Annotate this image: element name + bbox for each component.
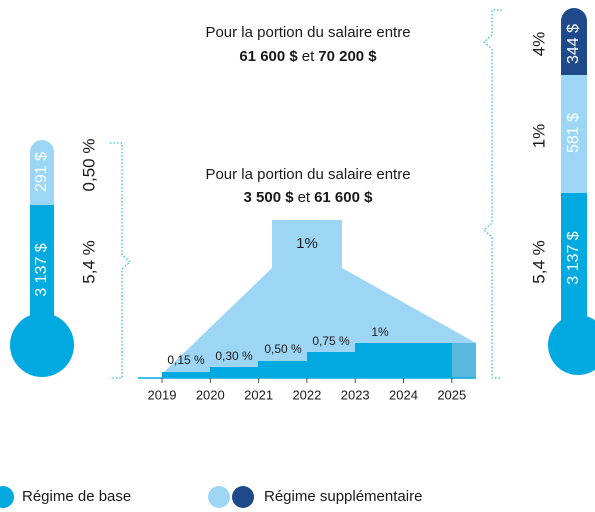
step: [355, 343, 452, 378]
amount: 61 600 $: [314, 189, 373, 206]
step: [258, 361, 307, 378]
legend-label: Régime de base: [22, 488, 131, 505]
bracket: [483, 9, 502, 379]
year-label: 2025: [437, 387, 466, 402]
step-label: 0,30 %: [215, 349, 253, 363]
amount: 3 500 $: [244, 189, 295, 206]
rate-label: 1%: [529, 124, 548, 149]
range: 3 500 $ et 61 600 $: [244, 189, 374, 206]
amount-label: 3 137 $: [565, 231, 582, 284]
year-label: 2019: [148, 387, 177, 402]
step-label: 0,75 %: [312, 334, 350, 348]
steps: [162, 343, 476, 378]
step: [162, 372, 210, 378]
year-label: 2020: [196, 387, 225, 402]
year-label: 2023: [341, 387, 370, 402]
heading: Pour la portion du salaire entre: [205, 24, 410, 41]
amount-label: 3 137 $: [33, 243, 50, 296]
legend-swatch: [208, 486, 230, 508]
connector: et: [298, 189, 311, 206]
bulb: [10, 313, 74, 377]
step-label: 0,50 %: [264, 342, 302, 356]
segment-supplementary-1: [561, 75, 587, 193]
rate-label: 5,4 %: [79, 240, 98, 283]
step-label: 0,15 %: [167, 353, 205, 367]
segment-supplementary-2: [561, 8, 587, 88]
amount-label: 344 $: [565, 24, 582, 64]
step: [452, 343, 476, 378]
heading: Pour la portion du salaire entre: [205, 166, 410, 183]
amount-label: 291 $: [33, 152, 50, 192]
year-label: 2024: [389, 387, 418, 402]
segment-supplementary: [30, 140, 54, 220]
rate-label: 1%: [296, 235, 318, 252]
legend: Régime de base Régime supplémentaire: [0, 486, 422, 508]
legend-swatch: [232, 486, 254, 508]
year-label: 2021: [244, 387, 273, 402]
year-label: 2022: [292, 387, 321, 402]
amount: 61 600 $: [239, 48, 298, 65]
amount-label: 581 $: [565, 113, 582, 153]
step-label: 1%: [371, 325, 389, 339]
left-thermometer: 291 $ 3 137 $: [10, 140, 74, 377]
range: 61 600 $ et 70 200 $: [239, 48, 377, 65]
bracket: [110, 142, 131, 379]
connector: et: [302, 48, 315, 65]
step: [307, 352, 355, 378]
rate-label: 0,50 %: [79, 139, 98, 192]
bulb: [548, 315, 595, 375]
legend-label: Régime supplémentaire: [264, 488, 422, 505]
year-axis: 2019 2020 2021 2022 2023 2024 2025: [148, 378, 466, 402]
amount: 70 200 $: [318, 48, 377, 65]
rate-label: 4%: [529, 32, 548, 57]
step: [210, 367, 258, 378]
right-thermometer: 344 $ 581 $ 3 137 $: [548, 8, 595, 375]
supplementary-shape: [162, 220, 476, 378]
legend-swatch: [0, 486, 14, 508]
rate-label: 5,4 %: [529, 240, 548, 283]
